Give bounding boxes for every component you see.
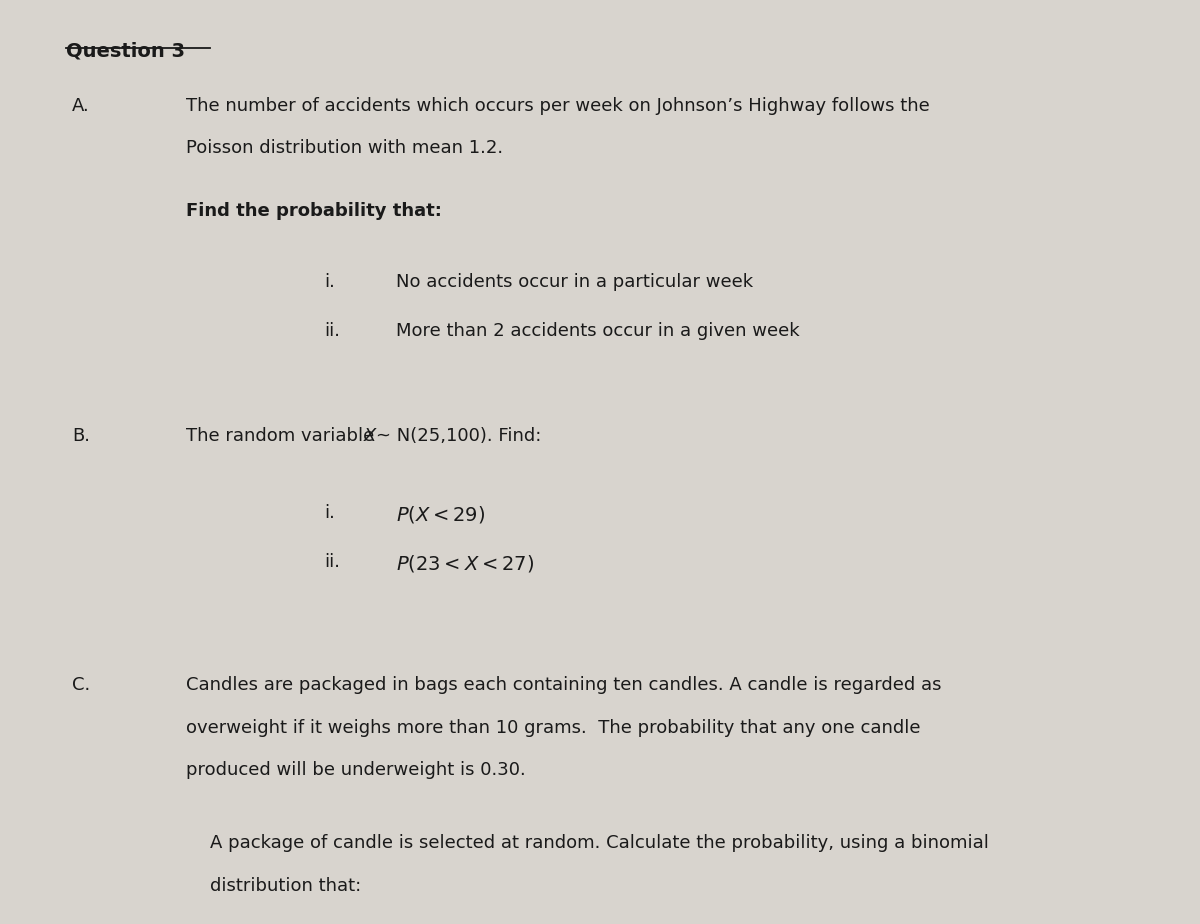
Text: No accidents occur in a particular week: No accidents occur in a particular week bbox=[396, 273, 754, 290]
Text: produced will be underweight is 0.30.: produced will be underweight is 0.30. bbox=[186, 760, 526, 779]
Text: ii.: ii. bbox=[324, 322, 340, 340]
Text: A package of candle is selected at random. Calculate the probability, using a bi: A package of candle is selected at rando… bbox=[210, 834, 989, 852]
Text: distribution that:: distribution that: bbox=[210, 877, 361, 894]
Text: $P(X<29)$: $P(X<29)$ bbox=[396, 505, 485, 526]
Text: X: X bbox=[364, 427, 376, 445]
Text: ~ N(25,100). Find:: ~ N(25,100). Find: bbox=[376, 427, 541, 445]
Text: Poisson distribution with mean 1.2.: Poisson distribution with mean 1.2. bbox=[186, 140, 503, 157]
Text: overweight if it weighs more than 10 grams.  The probability that any one candle: overweight if it weighs more than 10 gra… bbox=[186, 719, 920, 736]
Text: B.: B. bbox=[72, 427, 90, 445]
Text: i.: i. bbox=[324, 505, 335, 522]
Text: $P(23<X<27)$: $P(23<X<27)$ bbox=[396, 553, 534, 575]
Text: ii.: ii. bbox=[324, 553, 340, 571]
Text: The number of accidents which occurs per week on Johnson’s Highway follows the: The number of accidents which occurs per… bbox=[186, 97, 930, 115]
Text: More than 2 accidents occur in a given week: More than 2 accidents occur in a given w… bbox=[396, 322, 799, 340]
Text: Question 3: Question 3 bbox=[66, 42, 185, 61]
Text: The random variable: The random variable bbox=[186, 427, 380, 445]
Text: Candles are packaged in bags each containing ten candles. A candle is regarded a: Candles are packaged in bags each contai… bbox=[186, 676, 942, 694]
Text: C.: C. bbox=[72, 676, 90, 694]
Text: i.: i. bbox=[324, 273, 335, 290]
Text: Find the probability that:: Find the probability that: bbox=[186, 202, 442, 220]
Text: A.: A. bbox=[72, 97, 90, 115]
